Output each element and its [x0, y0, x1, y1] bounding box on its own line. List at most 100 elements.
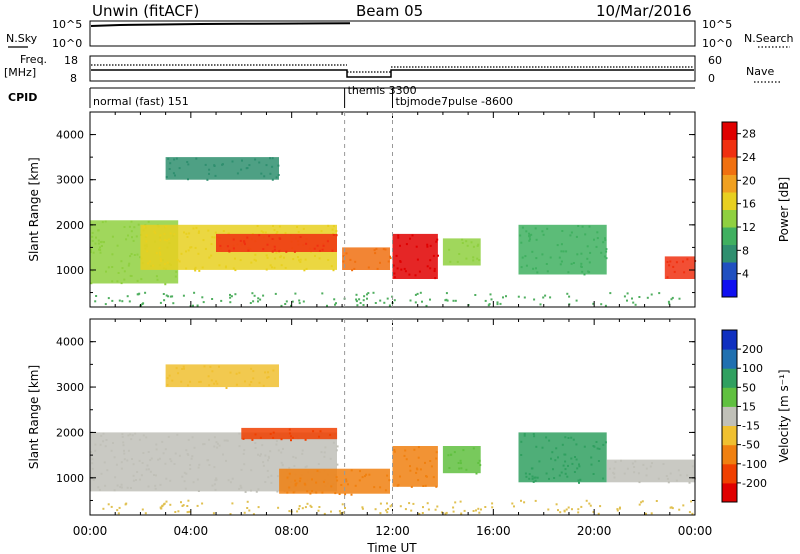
data-cell: [183, 231, 185, 234]
data-cell: [129, 255, 132, 258]
data-cell: [267, 459, 269, 462]
data-cell: [528, 239, 531, 242]
data-cell: [202, 301, 205, 304]
data-cell: [577, 479, 580, 482]
data-cell: [140, 278, 143, 281]
data-cell: [335, 234, 338, 237]
data-cell: [208, 438, 210, 441]
data-cell: [248, 164, 251, 167]
data-cell: [320, 230, 323, 233]
data-cell: [271, 165, 274, 168]
data-cell: [146, 464, 149, 467]
data-cell: [425, 304, 428, 307]
data-cell: [111, 299, 114, 302]
power-axes: 1000 2000 3000 4000 Slant Range [km]: [27, 111, 696, 307]
data-cell: [450, 453, 453, 456]
y-tick-label: 1000: [56, 472, 84, 485]
data-cell: [163, 263, 166, 265]
data-cell: [258, 234, 261, 237]
data-cell: [194, 246, 197, 249]
data-cell: [315, 481, 318, 484]
data-cell: [298, 259, 300, 262]
data-cell: [257, 300, 259, 303]
data-cell: [256, 225, 259, 227]
data-cell: [262, 231, 265, 234]
data-cell: [688, 511, 691, 514]
data-cell: [572, 262, 575, 264]
data-cell: [382, 248, 385, 251]
data-cell: [229, 296, 232, 299]
data-cell: [147, 262, 149, 265]
data-cell: [672, 265, 675, 268]
cpid-label: CPID: [8, 91, 37, 104]
data-cell: [273, 245, 276, 248]
data-cell: [303, 482, 306, 485]
data-cell: [472, 245, 475, 248]
data-cell: [283, 256, 285, 259]
data-cell: [361, 476, 364, 479]
data-cell: [116, 484, 119, 487]
data-cell: [236, 172, 239, 175]
data-cell: [130, 487, 132, 489]
data-cell: [586, 257, 589, 260]
data-cell: [191, 455, 194, 458]
data-cell: [533, 298, 536, 301]
data-cell: [134, 432, 137, 435]
data-cell: [513, 505, 515, 508]
data-cell: [127, 264, 130, 267]
data-cell: [267, 455, 270, 458]
data-cell: [478, 511, 481, 514]
data-cell: [218, 365, 220, 368]
y-axis-label: Slant Range [km]: [27, 365, 41, 469]
data-cell: [634, 303, 637, 306]
data-cell: [530, 467, 533, 470]
data-cell: [316, 244, 319, 247]
data-cell: [261, 444, 264, 447]
data-cell: [165, 294, 168, 297]
data-cell: [358, 479, 361, 482]
data-cell: [253, 258, 256, 261]
data-cell: [298, 302, 301, 305]
data-cell: [280, 451, 283, 454]
data-cell: [317, 463, 320, 465]
data-cell: [426, 265, 429, 268]
data-cell: [260, 230, 263, 233]
data-cell: [232, 267, 235, 270]
data-cell: [249, 302, 252, 304]
data-cell: [186, 505, 189, 507]
data-cell: [569, 234, 572, 237]
data-cell: [365, 473, 368, 476]
data-cell: [528, 477, 531, 480]
data-cell: [379, 512, 382, 515]
data-cell: [461, 238, 464, 241]
data-cell: [259, 298, 262, 301]
data-cell: [389, 255, 391, 258]
data-cell: [571, 508, 573, 511]
data-cell: [596, 237, 599, 240]
data-cell: [159, 507, 162, 510]
data-cell: [323, 512, 326, 515]
data-cell: [247, 249, 250, 252]
data-cell: [329, 433, 332, 436]
data-cell: [159, 301, 162, 304]
data-cell: [434, 277, 437, 280]
data-cell: [130, 253, 133, 255]
data-cell: [153, 474, 155, 476]
data-cell: [347, 483, 349, 486]
data-cell: [465, 257, 468, 260]
data-cell: [189, 464, 192, 466]
data-cell: [673, 270, 676, 273]
data-cell: [453, 451, 456, 454]
data-cell: [111, 266, 114, 268]
data-cell: [280, 304, 283, 307]
data-cell: [472, 256, 475, 259]
colorbar-segment: [722, 227, 737, 245]
data-cell: [552, 468, 554, 471]
data-cell: [191, 436, 194, 439]
data-cell: [410, 509, 413, 512]
data-cell: [386, 474, 389, 477]
data-cell: [185, 267, 188, 270]
data-cell: [580, 265, 583, 268]
data-cell: [213, 236, 216, 239]
freq-label-1: Freq.: [20, 53, 47, 66]
